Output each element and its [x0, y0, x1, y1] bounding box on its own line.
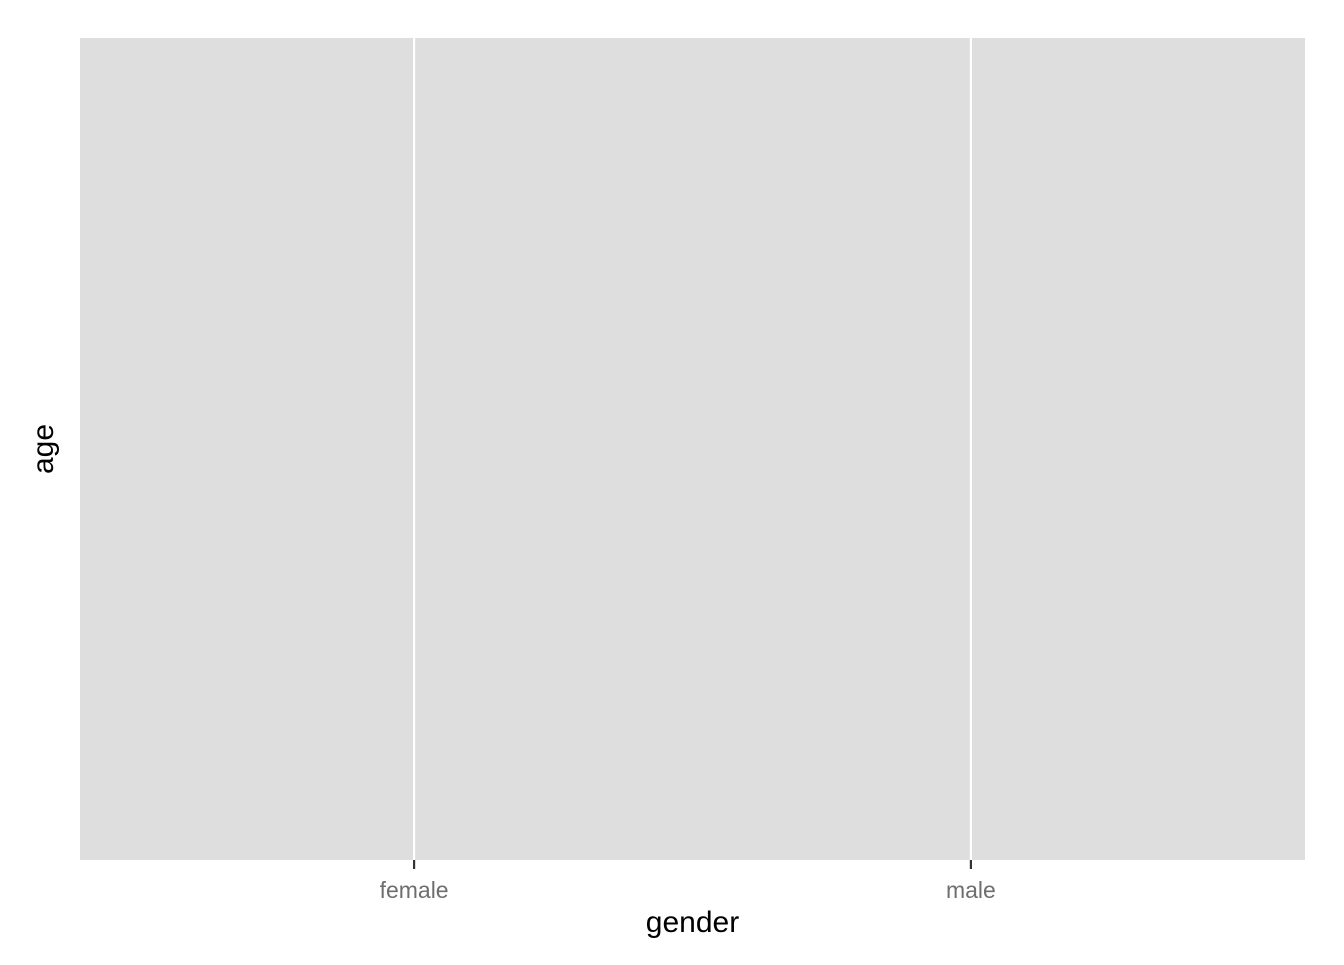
x-axis-title: gender	[646, 906, 739, 939]
x-tick-label-male: male	[946, 877, 996, 903]
x-axis-ticks	[412, 860, 973, 869]
plot-panel	[80, 38, 1305, 860]
grid-lines	[412, 38, 973, 860]
x-tick-label-female: female	[380, 877, 449, 903]
x-axis-tick-labels: female male	[380, 877, 996, 903]
y-axis-title: age	[27, 424, 60, 474]
